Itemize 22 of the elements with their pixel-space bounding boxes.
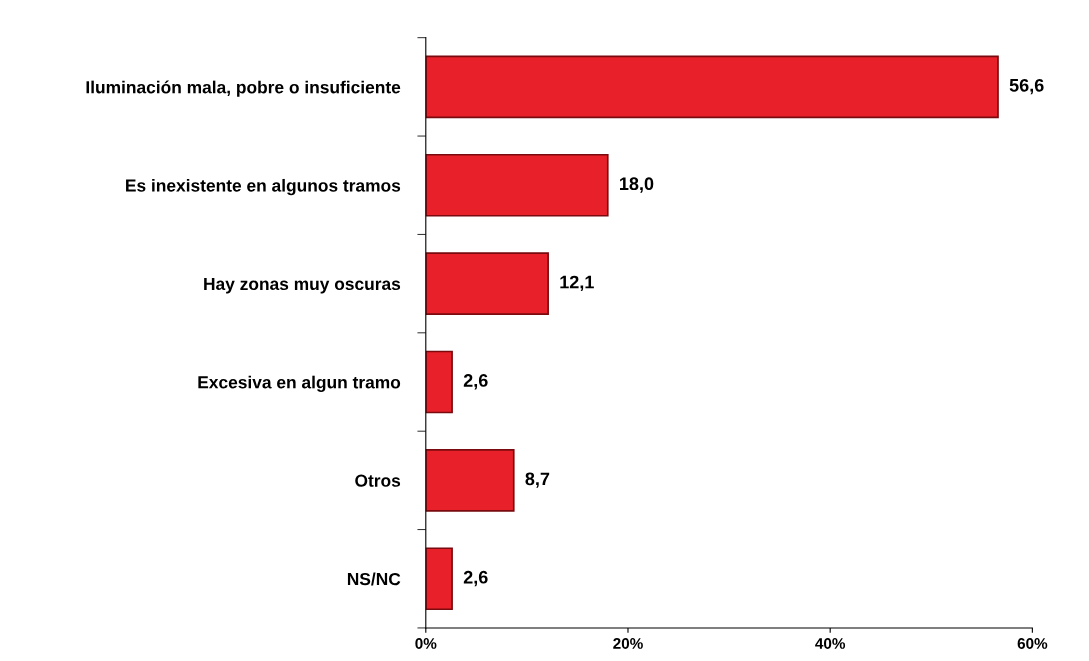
data-label: 18,0 [620,177,654,193]
bar [425,153,609,217]
y-tick-label: Otros [355,474,401,487]
y-tick-label: NS/NC [347,572,401,586]
x-tick-label: 40% [815,638,846,649]
data-label: 8,7 [525,472,550,488]
y-tick-label: Excesiva en algun tramo [198,375,401,392]
bar [425,350,453,414]
data-label: 12,1 [560,275,594,292]
bar [425,252,549,315]
y-tick-label: Iluminación mala, pobre o insuficiente [86,80,401,97]
bar [425,547,453,611]
bar [425,449,515,512]
x-tick-label: 60% [1017,638,1048,649]
data-label: 2,6 [463,374,488,390]
x-tick-label: 20% [613,638,643,649]
bar [425,55,999,119]
x-tick-label: 0% [415,638,437,649]
data-label: 2,6 [463,570,488,587]
y-tick-label: Es inexistente en algunos tramos [126,178,401,196]
y-tick-label: Hay zonas muy oscuras [204,277,401,294]
data-label: 56,6 [1009,78,1044,95]
